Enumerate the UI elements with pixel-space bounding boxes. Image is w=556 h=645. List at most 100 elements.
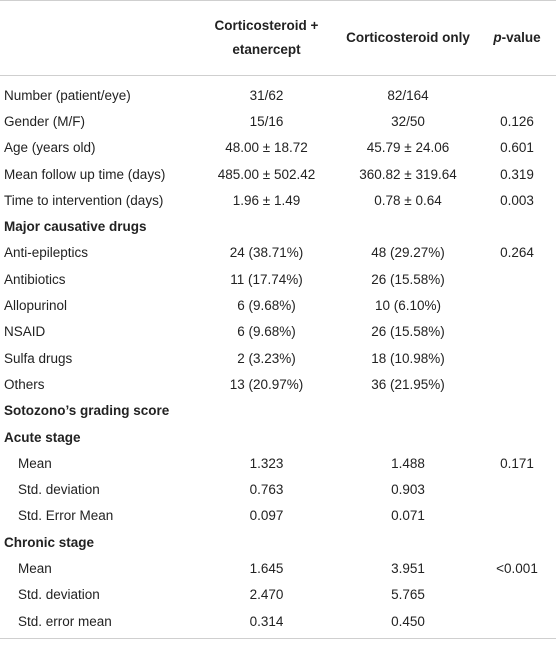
value-corticosteroid-etanercept: 2.470 [249,587,284,603]
p-value [478,371,556,397]
value-corticosteroid-etanercept: 0.314 [195,607,338,640]
table-row: Std. deviation 2.470 5.765 [0,582,556,608]
value-corticosteroid-only: 36 (21.95%) [371,376,445,392]
value-corticosteroid-etanercept: 13 (20.97%) [229,376,304,392]
row-label: Mean [18,560,52,576]
table-body: Number (patient/eye) 31/62 82/164 Gender (M… [0,76,556,640]
row-label: Mean [18,455,52,471]
value-corticosteroid-only: 26 (15.58%) [371,271,445,287]
header-label-column [0,0,195,76]
row-label: Age (years old) [4,140,96,156]
table-row: Anti-epileptics 24 (38.71%) 48 (29.27%) 0.2… [0,240,556,266]
p-value [478,213,556,239]
p-value [478,503,556,529]
row-label: Std. deviation [18,482,100,498]
row-label: Antibiotics [4,271,66,287]
header-corticosteroid-etanercept: Corticosteroid + etanercept [195,0,338,76]
p-value [478,476,556,502]
value-corticosteroid-only [338,529,478,555]
value-corticosteroid-etanercept: 1.96 ± 1.49 [232,192,301,208]
p-value: 0.171 [500,455,534,471]
value-corticosteroid-only: 0.450 [338,607,478,640]
header-p-rest: -value [501,30,541,45]
row-label: Gender (M/F) [4,113,86,129]
table-header: Corticosteroid + etanercept Corticostero… [0,0,556,76]
value-corticosteroid-only: 1.488 [391,455,425,471]
table-row: Mean follow up time (days) 485.00 ± 502.4… [0,161,556,187]
p-value [478,607,556,640]
table-row: Antibiotics 11 (17.74%) 26 (15.58%) [0,266,556,292]
table-row: Sulfa drugs 2 (3.23%) 18 (10.98%) [0,345,556,371]
value-corticosteroid-only: 3.951 [391,560,425,576]
row-label: Sulfa drugs [4,350,73,366]
value-corticosteroid-only [338,398,478,424]
value-corticosteroid-only: 0.78 ± 0.64 [374,192,442,208]
value-corticosteroid-etanercept [195,424,338,450]
table-row: Time to intervention (days) 1.96 ± 1.49 0.… [0,187,556,213]
value-corticosteroid-etanercept: 15/16 [249,113,284,129]
row-label: Allopurinol [4,298,68,314]
row-label: Sotozono’s grading score [4,403,170,419]
section-row: Acute stage [0,424,556,450]
row-label: NSAID [4,324,46,340]
table-row: Age (years old) 48.00 ± 18.72 45.79 ± 24.0… [0,135,556,161]
section-row: Major causative drugs [0,213,556,239]
table-row: Allopurinol 6 (9.68%) 10 (6.10%) [0,292,556,318]
table-row: Std. Error Mean 0.097 0.071 [0,503,556,529]
table-row: Mean 1.645 3.951 <0.001 [0,555,556,581]
row-label: Major causative drugs [4,219,147,235]
p-value [478,424,556,450]
row-label: Mean follow up time (days) [4,166,166,182]
value-corticosteroid-etanercept [195,398,338,424]
row-label: Std. deviation [18,587,100,603]
p-value [478,345,556,371]
row-label: Number (patient/eye) [4,87,131,103]
value-corticosteroid-etanercept: 2 (3.23%) [237,350,296,366]
value-corticosteroid-only: 18 (10.98%) [371,350,445,366]
table-row: Std. deviation 0.763 0.903 [0,476,556,502]
p-value: 0.003 [500,192,534,208]
value-corticosteroid-only [338,424,478,450]
value-corticosteroid-etanercept: 1.323 [249,455,284,471]
value-corticosteroid-etanercept [195,213,338,239]
p-value [478,319,556,345]
section-row: Sotozono’s grading score [0,398,556,424]
value-corticosteroid-etanercept: 0.097 [249,508,284,524]
value-corticosteroid-etanercept: 6 (9.68%) [237,324,296,340]
p-value: 0.601 [500,140,534,156]
value-corticosteroid-etanercept: 1.645 [249,560,284,576]
value-corticosteroid-only: 32/50 [391,113,425,129]
p-value [478,398,556,424]
table-row: NSAID 6 (9.68%) 26 (15.58%) [0,319,556,345]
header-row: Corticosteroid + etanercept Corticostero… [0,0,556,76]
table-row: Gender (M/F) 15/16 32/50 0.126 [0,108,556,134]
p-value: 0.319 [500,166,534,182]
table-row: Others 13 (20.97%) 36 (21.95%) [0,371,556,397]
row-label: Acute stage [4,429,81,445]
value-corticosteroid-only: 360.82 ± 319.64 [359,166,457,182]
p-value: 0.126 [500,113,534,129]
p-value [478,76,556,109]
value-corticosteroid-etanercept [195,529,338,555]
header-corticosteroid-only: Corticosteroid only [338,0,478,76]
p-value [478,292,556,318]
value-corticosteroid-etanercept: 31/62 [249,87,284,103]
row-label: Chronic stage [4,534,95,550]
table-row: Mean 1.323 1.488 0.171 [0,450,556,476]
value-corticosteroid-only: 48 (29.27%) [371,245,445,261]
p-value [478,529,556,555]
row-label: Std. Error Mean [18,508,114,524]
value-corticosteroid-only: 0.071 [391,508,425,524]
value-corticosteroid-only: 10 (6.10%) [374,298,442,314]
value-corticosteroid-etanercept: 24 (38.71%) [229,245,304,261]
value-corticosteroid-etanercept: 0.763 [249,482,284,498]
section-row: Chronic stage [0,529,556,555]
row-label: Time to intervention (days) [4,192,164,208]
p-value: 0.264 [500,245,534,261]
value-corticosteroid-only: 45.79 ± 24.06 [366,140,450,156]
value-corticosteroid-only [338,213,478,239]
row-label: Anti-epileptics [4,245,89,261]
p-value [478,582,556,608]
p-value: <0.001 [496,560,538,576]
